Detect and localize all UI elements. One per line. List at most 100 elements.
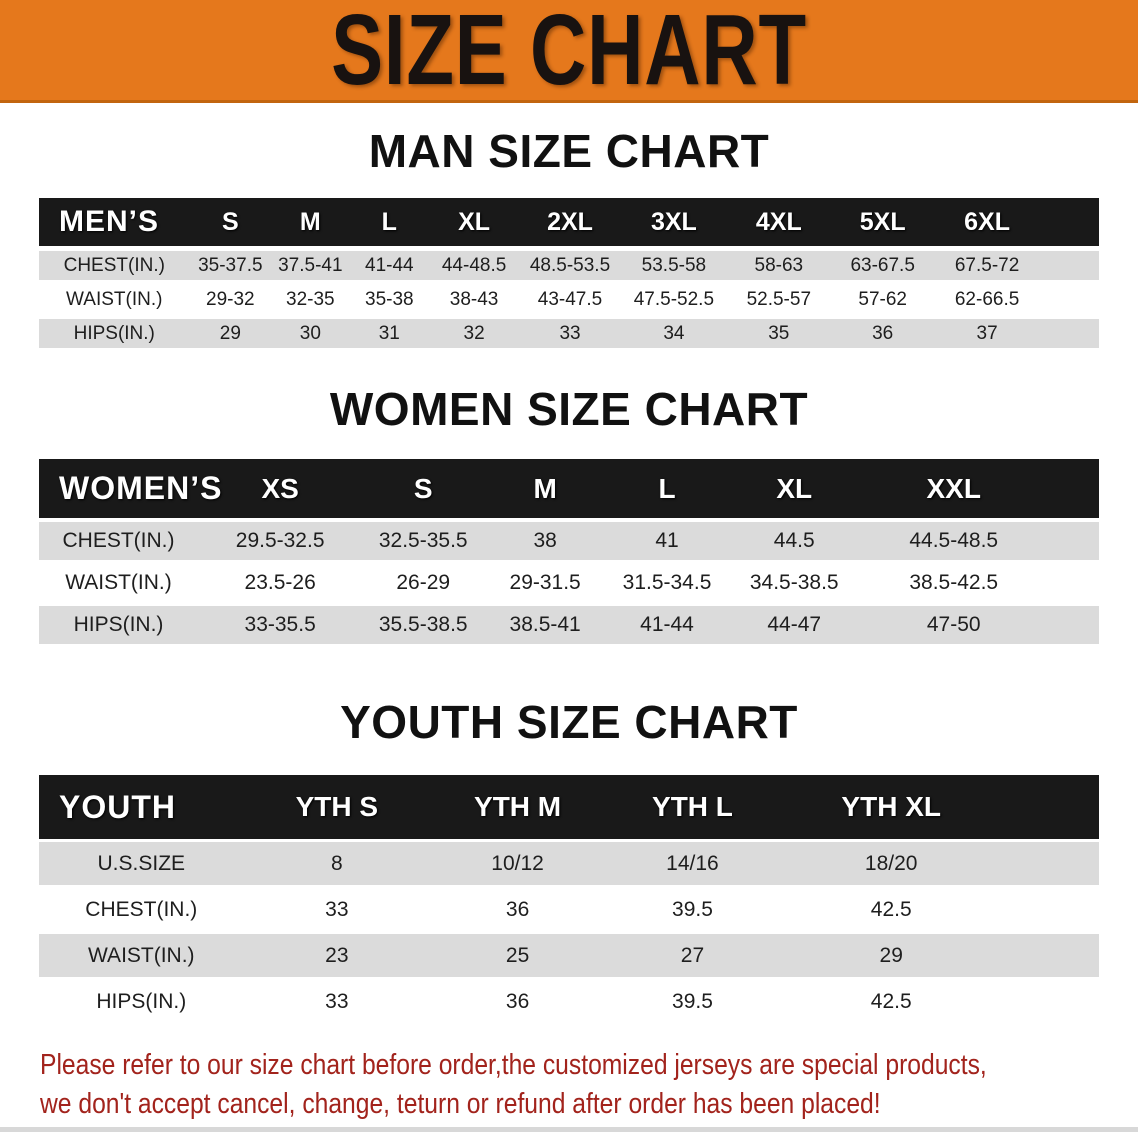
youth-measurement-row: WAIST(IN.) 23 25 27 29	[39, 934, 1099, 977]
men-measurement-value: 48.5-53.5	[529, 254, 611, 276]
men-measurement-value: 30	[299, 322, 321, 344]
page-title-text: SIZE CHART	[331, 0, 807, 106]
youth-size-column-header: YTH M	[430, 775, 606, 839]
youth-size-column-header: YTH S	[243, 775, 431, 839]
youth-row-spacer	[1003, 934, 1100, 977]
men-measurement-value: 58-63	[754, 254, 804, 276]
men-row-spacer	[1040, 319, 1099, 348]
women-table-corner-label: WOMEN’S	[39, 459, 221, 518]
youth-measurement-row: U.S.SIZE 8 10/12 14/16 18/20	[39, 842, 1099, 885]
youth-row-label: HIPS(IN.)	[96, 989, 187, 1013]
women-measurement-value: 38.5-42.5	[909, 571, 999, 594]
men-header-spacer	[1039, 198, 1099, 246]
youth-row-spacer	[1003, 888, 1100, 931]
youth-measurement-value: 36	[505, 897, 530, 921]
women-size-column-header: L	[606, 459, 728, 518]
men-size-section: MAN SIZE CHART MEN’S S M L XL 2XL 3XL 4XL 5XL 6XL…	[0, 125, 1138, 353]
men-measurement-value: 37	[976, 322, 998, 344]
youth-row-label: U.S.SIZE	[97, 851, 186, 875]
men-measurement-value: 52.5-57	[746, 288, 812, 310]
men-measurement-value: 43-47.5	[537, 288, 603, 310]
women-measurement-value: 41	[655, 529, 679, 552]
women-size-column-header: S	[362, 459, 485, 518]
disclaimer: Please refer to our size chart before or…	[40, 1046, 1138, 1124]
women-measurement-value: 41-44	[640, 613, 694, 636]
women-size-column-header: XXL	[860, 459, 1048, 518]
women-section-heading: WOMEN SIZE CHART	[329, 383, 809, 435]
men-row-label: WAIST(IN.)	[66, 288, 163, 310]
youth-row-label: WAIST(IN.)	[88, 943, 195, 967]
women-header-spacer	[1047, 459, 1099, 518]
women-row-label: CHEST(IN.)	[62, 529, 175, 552]
women-measurement-row: WAIST(IN.) 23.5-26 26-29 29-31.5 31.5-34.5 34…	[39, 564, 1099, 602]
men-size-column-header: 5XL	[830, 198, 935, 246]
men-measurement-value: 34	[663, 322, 685, 344]
men-measurement-value: 47.5-52.5	[633, 288, 715, 310]
bottom-divider	[0, 1127, 1138, 1132]
men-measurement-value: 37.5-41	[278, 254, 343, 276]
youth-measurement-value: 29	[879, 943, 903, 967]
men-measurement-value: 63-67.5	[850, 254, 915, 276]
men-row-spacer	[1040, 285, 1099, 314]
men-size-column-header: 3XL	[620, 198, 727, 246]
men-measurement-value: 36	[872, 322, 894, 344]
youth-size-column-header: YTH L	[605, 775, 780, 839]
women-measurement-value: 38	[533, 529, 557, 552]
men-measurement-value: 32-35	[286, 288, 335, 310]
youth-measurement-value: 18/20	[864, 851, 918, 875]
women-measurement-value: 32.5-35.5	[378, 529, 468, 552]
men-measurement-value: 38-43	[449, 288, 499, 310]
youth-row-spacer	[1003, 842, 1100, 885]
youth-measurement-value: 39.5	[672, 897, 713, 921]
youth-measurement-value: 14/16	[666, 851, 719, 875]
youth-measurement-value: 8	[331, 851, 343, 875]
women-measurement-value: 35.5-38.5	[378, 613, 468, 636]
men-header-row: MEN’S S M L XL 2XL 3XL 4XL 5XL 6XL	[39, 198, 1099, 246]
women-row-label: HIPS(IN.)	[73, 613, 164, 636]
men-measurement-value: 31	[378, 322, 400, 344]
men-table-corner-label: MEN’S	[39, 198, 190, 246]
men-measurement-value: 57-62	[858, 288, 907, 310]
women-measurement-row: HIPS(IN.) 33-35.5 35.5-38.5 38.5-41 41-44 44-…	[39, 606, 1099, 644]
youth-measurement-value: 39.5	[672, 989, 713, 1013]
men-measurement-value: 62-66.5	[954, 288, 1020, 310]
women-size-column-header: XS	[198, 459, 363, 518]
men-size-column-header: M	[271, 198, 350, 246]
men-measurement-row: WAIST(IN.) 29-32 32-35 35-38 38-43 43-47.5 47.…	[39, 285, 1099, 314]
men-size-column-header: 2XL	[519, 198, 621, 246]
men-section-heading: MAN SIZE CHART	[368, 125, 770, 177]
youth-measurement-value: 36	[505, 989, 530, 1013]
women-size-column-header: XL	[727, 459, 861, 518]
disclaimer-line-2: we don't accept cancel, change, teturn o…	[40, 1088, 881, 1120]
men-measurement-value: 41-44	[365, 254, 414, 276]
youth-measurement-value: 27	[680, 943, 705, 967]
women-measurement-row: CHEST(IN.) 29.5-32.5 32.5-35.5 38 41 44.5 44.5…	[39, 522, 1099, 560]
men-measurement-value: 29	[219, 322, 241, 344]
youth-row-spacer	[1003, 980, 1100, 1023]
youth-measurement-value: 10/12	[491, 851, 544, 875]
women-measurement-value: 23.5-26	[244, 571, 316, 594]
women-size-table: WOMEN’S XS S M L XL XXL CHEST(IN.) 29.5-32.5 32.5…	[39, 455, 1099, 648]
women-measurement-value: 26-29	[396, 571, 451, 594]
youth-measurement-value: 42.5	[870, 989, 912, 1013]
youth-header-spacer	[1002, 775, 1099, 839]
men-row-label: CHEST(IN.)	[63, 254, 165, 276]
women-row-spacer	[1047, 606, 1099, 644]
youth-size-column-header: YTH XL	[779, 775, 1003, 839]
men-measurement-value: 35-37.5	[198, 254, 263, 276]
men-measurement-value: 53.5-58	[641, 254, 707, 276]
men-measurement-value: 35	[768, 322, 790, 344]
youth-measurement-value: 33	[325, 897, 349, 921]
women-header-row: WOMEN’S XS S M L XL XXL	[39, 459, 1099, 518]
men-measurement-value: 29-32	[206, 288, 255, 310]
youth-size-table: YOUTH YTH S YTH M YTH L YTH XL U.S.SIZE 8 10/12…	[39, 772, 1099, 1026]
men-measurement-value: 67.5-72	[954, 254, 1020, 276]
page-title: SIZE CHART	[264, 0, 874, 100]
women-measurement-value: 44-47	[767, 613, 822, 636]
youth-row-label: CHEST(IN.)	[85, 897, 198, 921]
men-size-column-header: 4XL	[726, 198, 831, 246]
youth-section-heading: YOUTH SIZE CHART	[340, 696, 798, 748]
men-row-label: HIPS(IN.)	[73, 322, 155, 344]
women-measurement-value: 33-35.5	[244, 613, 316, 636]
men-measurement-value: 44-48.5	[441, 254, 507, 276]
